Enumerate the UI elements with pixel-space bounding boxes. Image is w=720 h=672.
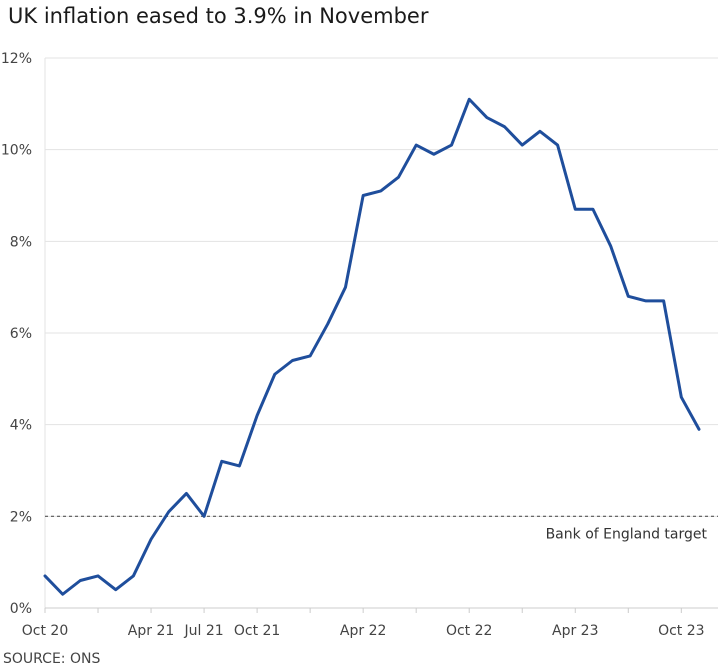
reference-line-group: Bank of England target bbox=[45, 515, 718, 542]
reference-line-label: Bank of England target bbox=[546, 526, 708, 542]
y-axis-labels: 0% 2% 4% 6% 8% 10% 12% bbox=[1, 51, 32, 617]
series-group bbox=[43, 97, 701, 596]
source-note: SOURCE: ONS bbox=[3, 651, 101, 667]
x-axis bbox=[44, 607, 718, 613]
x-tick-label: Oct 22 bbox=[446, 623, 492, 639]
x-tick-label: Oct 20 bbox=[22, 623, 68, 639]
x-tick-label: Apr 22 bbox=[340, 623, 386, 639]
x-tick-label: Jul 21 bbox=[184, 623, 224, 639]
y-tick-label: 2% bbox=[10, 509, 32, 525]
y-tick-label: 6% bbox=[10, 326, 32, 342]
y-tick-label: 4% bbox=[10, 418, 32, 434]
chart-title: UK inflation eased to 3.9% in November bbox=[8, 4, 429, 28]
x-tick-label: Oct 23 bbox=[658, 623, 704, 639]
x-tick-label: Oct 21 bbox=[234, 623, 280, 639]
line-chart: Bank of England target 0%2%4%6%8%10%12% … bbox=[1, 51, 718, 639]
y-tick-label: 10% bbox=[1, 143, 32, 159]
x-tick-label: Apr 21 bbox=[128, 623, 174, 639]
y-tick-label: 8% bbox=[10, 234, 32, 250]
y-tick-label: 0% bbox=[10, 601, 32, 617]
x-axis-labels: Oct 20 Apr 21 Jul 21 Oct 21 Apr 22 Oct 22 Apr … bbox=[22, 623, 705, 639]
y-tick-label: 12% bbox=[1, 51, 32, 67]
x-tick-label: Apr 23 bbox=[552, 623, 598, 639]
series-line-0 bbox=[43, 97, 701, 596]
